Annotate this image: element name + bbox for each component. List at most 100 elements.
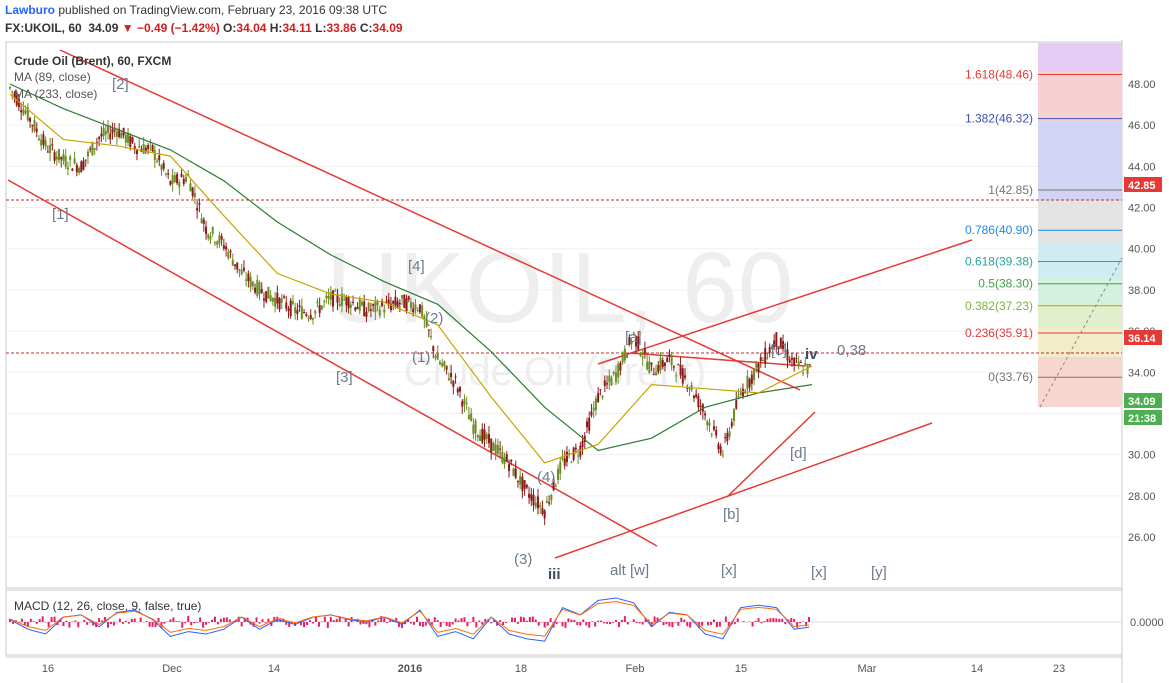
macd-hist-bar	[314, 616, 317, 622]
macd-hist-bar	[775, 618, 778, 622]
macd-hist-bar	[86, 622, 89, 625]
macd-hist-bar	[606, 622, 609, 624]
candle-body	[265, 291, 268, 302]
macd-hist-bar	[662, 622, 665, 626]
macd-hist-bar	[445, 622, 448, 626]
macd-hist-bar	[130, 618, 133, 622]
candle-body	[588, 417, 591, 431]
candle-body	[652, 374, 655, 376]
candle-body	[782, 341, 785, 349]
candle-body	[309, 314, 312, 319]
macd-hist-bar	[338, 616, 341, 622]
candle-body	[398, 302, 401, 305]
candle-body	[554, 485, 557, 487]
candle-body	[378, 309, 381, 316]
chart-canvas[interactable]: UKOIL, 60 Crude Oil (Brent) 1.618(48.46)…	[0, 40, 1169, 683]
fibonacci-extension[interactable]: 1.618(48.46) 1.382(46.32) 1(42.85) 0.786(40…	[965, 43, 1123, 408]
wave-label-iii: iii	[548, 566, 561, 583]
candle-body	[164, 173, 167, 175]
low-value: 33.86	[326, 21, 357, 35]
ma-233-line[interactable]	[9, 83, 813, 452]
macd-hist-bar	[475, 622, 478, 628]
legend-ma-89[interactable]: MA (89, close)	[14, 70, 91, 84]
macd-hist-bar	[133, 618, 136, 622]
candle-body	[329, 291, 332, 300]
candle-body	[298, 305, 301, 307]
macd-hist-bar	[528, 616, 531, 622]
candle-body	[363, 301, 366, 317]
candle-body	[396, 301, 399, 308]
macd-hist-bar	[386, 622, 389, 624]
price-axis[interactable]: 48.0046.0044.0042.0040.0038.0036.0034.00…	[1128, 79, 1156, 544]
legend-ma-233[interactable]: MA (233, close)	[14, 87, 97, 101]
macd-hist-bar	[326, 622, 329, 628]
ma-89-line[interactable]	[9, 93, 813, 464]
candle-body	[44, 140, 47, 147]
macd-hist-bar	[588, 622, 591, 628]
main-pane[interactable]	[5, 41, 1123, 589]
candle-body	[412, 308, 415, 313]
support-line[interactable]	[554, 422, 933, 559]
candle-body	[35, 128, 38, 132]
candle-body	[345, 296, 348, 306]
legend-title[interactable]: Crude Oil (Brent), 60, FXCM	[14, 54, 171, 68]
candle-body	[570, 462, 573, 464]
author-name[interactable]: Lawburo	[5, 3, 55, 17]
macd-hist-bar	[35, 622, 38, 624]
legend-macd[interactable]: MACD (12, 26, close, 9, false, true)	[14, 599, 201, 613]
channel-bottom-line[interactable]	[7, 179, 658, 547]
candle-body	[777, 346, 780, 350]
macd-hist-bar	[20, 618, 23, 622]
candle-body	[753, 369, 756, 381]
macd-hist-bar	[344, 618, 347, 622]
candle-body	[60, 156, 63, 160]
candle-body	[418, 304, 421, 313]
candle-body	[240, 270, 243, 275]
candle-body	[663, 362, 666, 366]
triangle-bottom-line[interactable]	[726, 411, 816, 498]
macd-hist-bar	[139, 617, 142, 622]
macd-hist-bar	[421, 622, 424, 627]
candle-body	[236, 262, 239, 270]
macd-hist-bar	[172, 617, 175, 622]
macd-hist-bar	[603, 622, 606, 624]
channel-top-line[interactable]	[59, 49, 801, 391]
wave-label-4: [4]	[408, 258, 425, 275]
macd-hist-bar	[41, 616, 44, 622]
candle-body	[191, 187, 194, 197]
macd-hist-bar	[531, 616, 534, 622]
candle-body	[91, 142, 94, 156]
macd-hist-bar	[626, 622, 629, 625]
macd-hist-bar	[359, 622, 362, 625]
candle-body	[628, 337, 631, 345]
watermark-symbol: UKOIL, 60	[327, 232, 794, 344]
macd-hist-bar	[751, 622, 754, 627]
candle-body	[601, 395, 604, 398]
candle-body	[133, 146, 136, 150]
candle-body	[730, 422, 733, 427]
macd-hist-bar	[656, 617, 659, 622]
candle-body	[142, 144, 145, 154]
upper-channel-line[interactable]	[597, 239, 973, 365]
candle-body	[49, 144, 52, 154]
macd-hist-bar	[317, 622, 320, 627]
candle-body	[71, 168, 74, 171]
macd-hist-bar	[190, 622, 193, 626]
candle-body	[231, 259, 234, 266]
price-candles[interactable]	[9, 86, 811, 526]
candle-body	[42, 134, 45, 145]
macd-hist-bar	[576, 622, 579, 626]
trend-lines[interactable]	[7, 49, 973, 559]
macd-signal-line[interactable]	[9, 601, 810, 637]
candle-body	[325, 295, 328, 299]
candle-body	[62, 154, 65, 161]
candle-body	[376, 300, 379, 306]
macd-hist-bar	[641, 622, 644, 625]
macd-hist-bar	[611, 622, 614, 623]
macd-hist-bar	[415, 616, 418, 622]
price-axis-label: 38.00	[1128, 285, 1156, 297]
triangle-top-line[interactable]	[629, 352, 806, 367]
candle-body	[283, 296, 286, 298]
time-axis[interactable]: 16 Dec 14 2016 18 Feb 15 Mar 14 23	[42, 663, 1065, 675]
candle-body	[289, 300, 292, 317]
